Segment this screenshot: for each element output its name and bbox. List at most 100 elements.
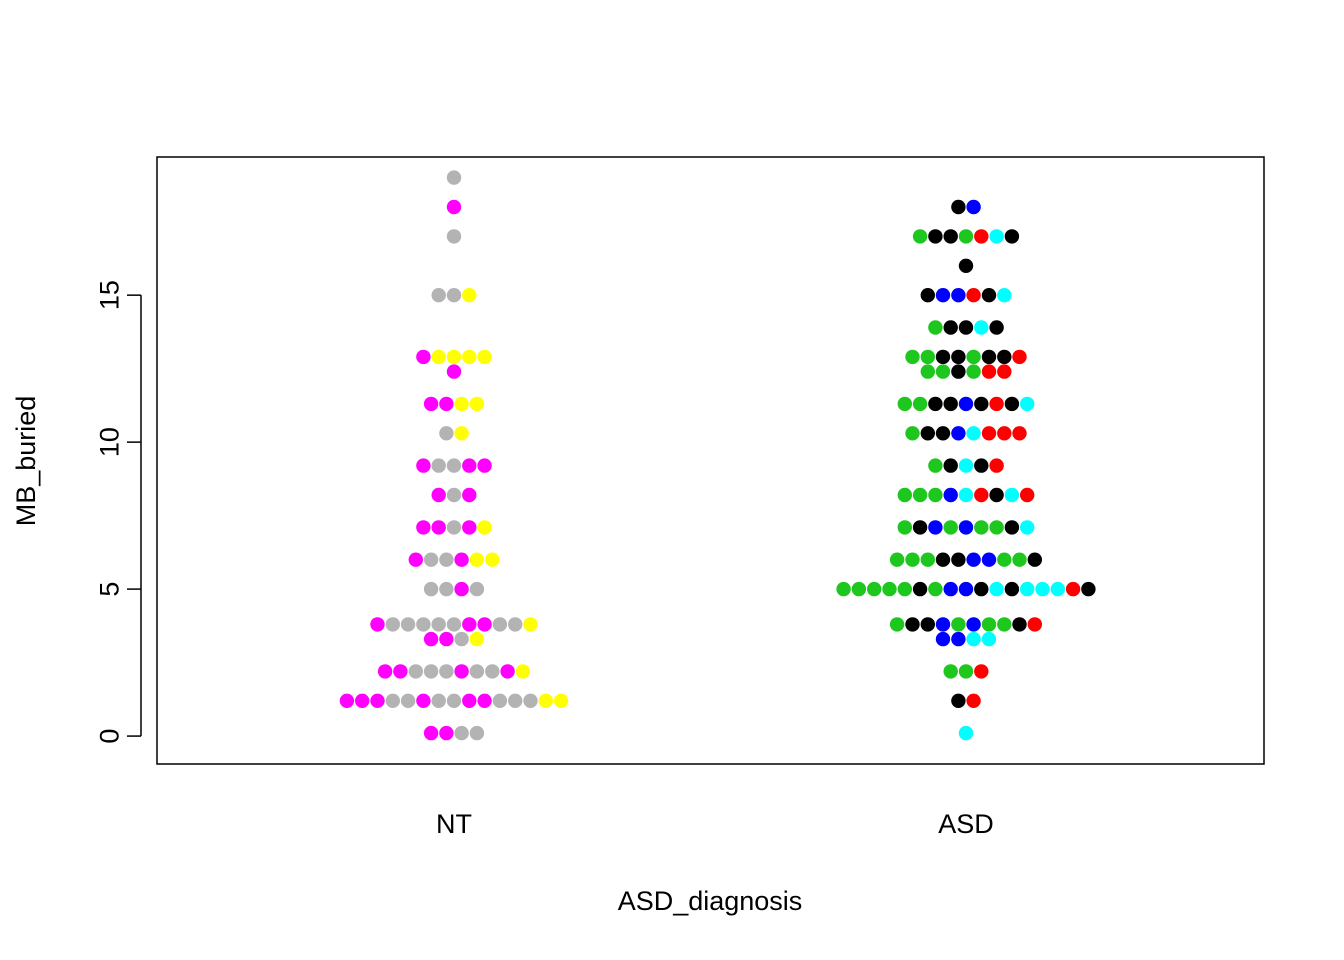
data-point [454,664,469,679]
data-point [1050,581,1066,597]
data-point [439,552,454,567]
y-axis-label: MB_buried [11,396,41,527]
data-point [492,617,508,632]
data-point [912,520,928,535]
data-point [469,581,485,597]
data-point [439,631,454,647]
data-point [1004,396,1020,412]
data-point [958,725,974,741]
data-point [943,320,958,335]
data-point [469,725,485,741]
data-point [523,617,538,632]
data-point [416,617,431,632]
data-point [981,364,997,379]
data-point [469,664,485,679]
data-point [966,288,981,303]
x-tick-label-asd: ASD [938,809,994,839]
data-point [989,396,1004,412]
data-point [485,552,500,567]
data-point [454,725,469,741]
data-point [538,693,553,708]
data-point [889,552,905,567]
data-point [920,288,935,303]
data-point [966,693,981,708]
data-point [897,487,912,503]
data-point [966,426,981,441]
data-point [989,581,1004,597]
y-axis: 0 5 10 15 [94,280,142,744]
data-point [446,349,462,365]
data-point [377,664,393,679]
data-point [951,288,966,303]
data-point [431,487,446,503]
data-point [943,520,958,535]
data-point [951,552,966,567]
data-point [423,725,439,741]
data-point [370,693,385,708]
data-point [897,581,912,597]
data-point [989,487,1004,503]
data-point [912,396,928,412]
data-point [477,693,492,708]
data-point [523,693,538,708]
data-point [439,664,454,679]
data-point [966,617,981,632]
data-point [912,487,928,503]
data-point [423,631,439,647]
data-point [981,617,997,632]
data-point [920,364,935,379]
data-point [935,349,951,365]
data-point [997,426,1012,441]
data-point [408,552,423,567]
data-point [385,693,400,708]
data-point [1004,520,1020,535]
data-point [958,664,974,679]
data-point [1004,581,1020,597]
data-point [454,581,469,597]
data-point [920,617,935,632]
data-point [897,520,912,535]
data-point [1065,581,1081,597]
data-point [920,426,935,441]
data-point [951,693,966,708]
data-point [997,552,1012,567]
data-point [416,349,431,365]
data-point [928,229,943,244]
data-point [431,458,446,473]
data-point [974,458,989,473]
data-point [958,320,974,335]
data-point [997,364,1012,379]
data-point [423,664,439,679]
data-point [912,581,928,597]
data-point [1081,581,1096,597]
data-point [1012,426,1027,441]
data-point [958,258,974,273]
data-point [446,458,462,473]
data-point [446,693,462,708]
data-point [439,581,454,597]
data-point [951,617,966,632]
data-point [515,664,531,679]
data-point [920,349,935,365]
data-point [958,458,974,473]
data-point [454,631,469,647]
data-point [905,552,920,567]
data-point [454,426,469,441]
data-point [997,349,1012,365]
data-point [393,664,408,679]
data-point [943,229,958,244]
data-point [882,581,897,597]
data-point [508,617,523,632]
data-point [400,617,416,632]
data-point [966,199,981,215]
data-point [974,520,989,535]
data-point [889,617,905,632]
data-point [989,520,1004,535]
plot-frame [156,156,1265,765]
data-point [966,349,981,365]
data-point [928,487,943,503]
data-point [469,631,485,647]
data-point [454,396,469,412]
data-point [1027,552,1043,567]
data-point [981,349,997,365]
